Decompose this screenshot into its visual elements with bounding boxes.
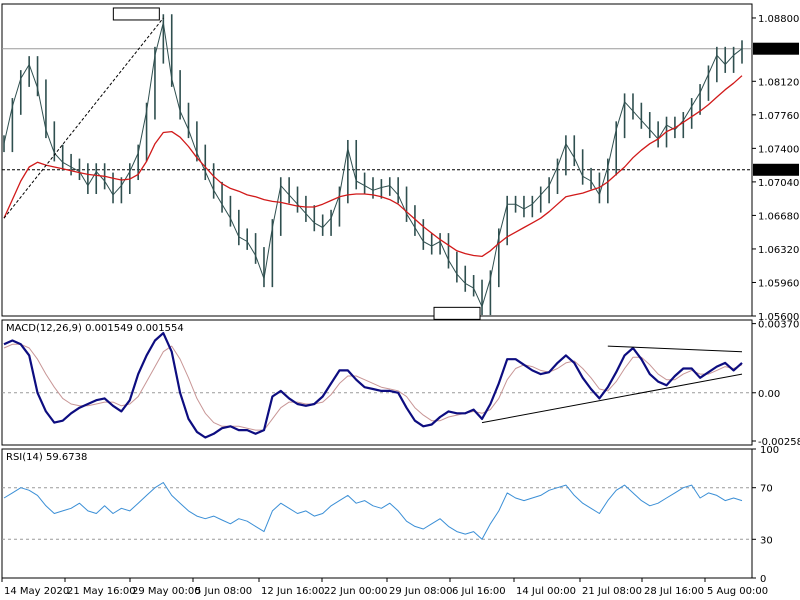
- x-tick-label: 5 Jun 08:00: [195, 586, 252, 597]
- price-tick-label: 1.07760: [758, 111, 799, 122]
- rsi-tick-label: 0: [760, 574, 766, 585]
- macd-trend-lower: [481, 373, 743, 424]
- rsi-title: RSI(14) 59.6738: [6, 452, 87, 463]
- price-panel-frame: [1, 3, 753, 317]
- rsi-panel-frame: [1, 448, 753, 579]
- macd-tick-label: 0.003706: [758, 320, 800, 331]
- price-tick-label: 1.05600: [758, 312, 799, 323]
- current-price-tag: [753, 42, 799, 55]
- price-tick-label: 1.08800: [758, 14, 799, 25]
- x-tick-label: 14 May 2020: [4, 586, 69, 597]
- x-tick-label: 21 Jul 08:00: [582, 586, 642, 597]
- macd-trend-upper: [607, 345, 743, 353]
- x-tick-label: 28 Jul 16:00: [644, 586, 704, 597]
- price-tick-label: 1.08120: [758, 77, 799, 88]
- x-tick-label: 12 Jun 16:00: [261, 586, 325, 597]
- macd-line: [3, 332, 743, 439]
- x-tick-label: 29 Jun 08:00: [389, 586, 453, 597]
- x-tick-label: 22 Jun 00:00: [324, 586, 388, 597]
- x-tick-label: 5 Aug 00:00: [707, 586, 768, 597]
- macd-panel-frame: [1, 319, 753, 446]
- rsi-tick-label: 70: [760, 484, 773, 495]
- price-tick-label: 1.06680: [758, 211, 799, 222]
- x-tick-label: 21 May 16:00: [67, 586, 136, 597]
- price-line: [3, 22, 743, 308]
- macd-tick-label: -0.002585: [758, 437, 800, 448]
- price-tick-label: 1.06320: [758, 245, 799, 256]
- high-label-box: [112, 7, 160, 21]
- rsi-tick-label: 30: [760, 535, 773, 546]
- macd-tick-label: 0.00: [758, 389, 780, 400]
- x-tick-label: 6 Jul 16:00: [452, 586, 506, 597]
- level-tag: [753, 163, 799, 176]
- x-tick-label: 29 May 00:00: [132, 586, 201, 597]
- macd-title: MACD(12,26,9) 0.001549 0.001554: [6, 323, 184, 334]
- x-tick-label: 14 Jul 00:00: [516, 586, 576, 597]
- low-label-box: [433, 306, 481, 320]
- price-tick-label: 1.07040: [758, 178, 799, 189]
- price-tick-label: 1.07400: [758, 144, 799, 155]
- moving-average-line: [3, 75, 743, 258]
- trend-line: [3, 17, 164, 219]
- price-tick-label: 1.05960: [758, 278, 799, 289]
- rsi-line: [3, 482, 743, 540]
- rsi-tick-label: 100: [760, 445, 779, 456]
